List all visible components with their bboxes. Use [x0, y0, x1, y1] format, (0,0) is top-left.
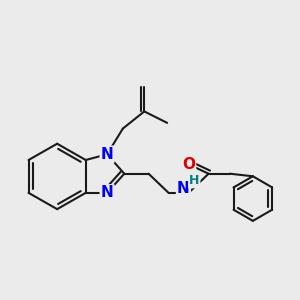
Text: N: N: [101, 185, 113, 200]
Text: N: N: [101, 147, 113, 162]
Text: O: O: [182, 157, 195, 172]
Text: N: N: [177, 181, 190, 196]
Text: H: H: [189, 174, 200, 188]
